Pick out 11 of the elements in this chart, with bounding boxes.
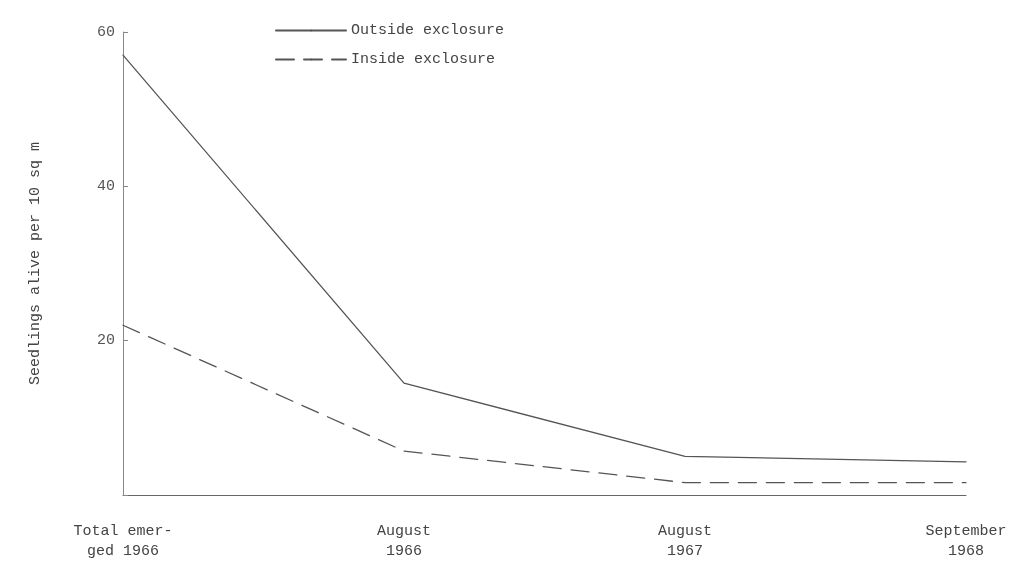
y-tick-label: 60: [96, 23, 115, 41]
y-tick-label: 20: [96, 332, 115, 350]
x-tick-label: Total emer- ged 1966: [73, 522, 173, 560]
legend-label: Inside exclosure: [351, 51, 496, 68]
x-tick-label: August 1966: [376, 522, 432, 560]
x-tick-label: August 1967: [657, 522, 713, 560]
y-tick-label: 40: [96, 177, 115, 195]
y-axis-title: Seedlings alive per 10 sq m: [27, 141, 44, 386]
line-series: [122, 54, 967, 463]
x-tick-label: September 1968: [925, 522, 1007, 560]
legend-label: Outside exclosure: [351, 22, 505, 39]
